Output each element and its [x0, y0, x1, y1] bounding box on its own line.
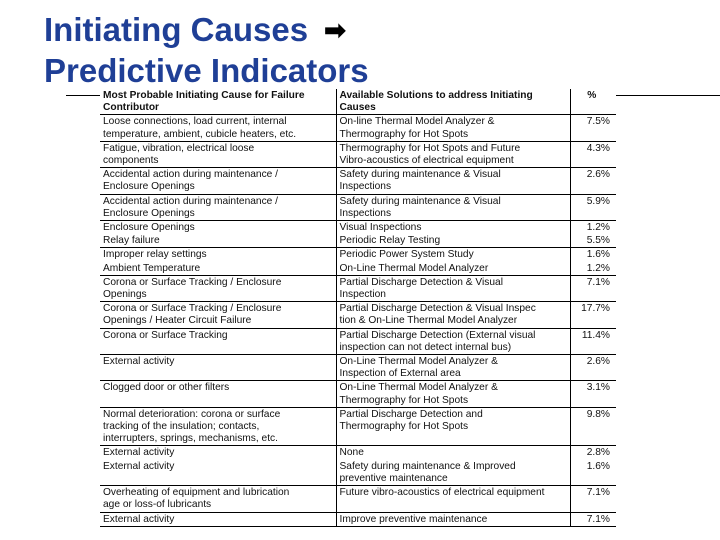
cause-cell: Enclosure Openings — [103, 222, 195, 234]
percent-cell: 11.4% — [581, 329, 610, 341]
table-row: External activity Improve preventive main… — [100, 512, 616, 527]
solution-cell: Future vibro-acoustics of electrical equ… — [335, 485, 571, 512]
table-row: Improper relay settings Periodic Power Sy… — [100, 247, 616, 262]
cause-cell: External activity — [103, 447, 175, 459]
table-row: Corona or Surface Tracking Partial Discha… — [100, 328, 616, 355]
percent-cell: 5.5% — [586, 235, 610, 247]
title-rule-left — [66, 95, 100, 96]
percent-cell: 7.1% — [586, 487, 610, 499]
table-row: Overheating of equipment and lubrication… — [100, 485, 616, 512]
cause-cell: Ambient Temperature — [103, 262, 201, 274]
solution-cell: On-Line Thermal Model Analyzer — [335, 261, 571, 276]
solution-cell: Partial Discharge Detection (External vi… — [335, 328, 571, 355]
percent-cell: 17.7% — [581, 303, 610, 315]
percent-cell: 2.6% — [586, 169, 610, 181]
causes-solutions-table: Most Probable Initiating Cause for Failu… — [100, 89, 616, 527]
table-row: External activity Safety during maintenan… — [100, 459, 616, 486]
cause-cell: Corona or Surface Tracking / Enclosure O… — [103, 276, 282, 301]
percent-cell: 7.5% — [586, 116, 610, 128]
header-cause: Most Probable Initiating Cause for Failu… — [103, 90, 305, 114]
percent-cell: 5.9% — [586, 195, 610, 207]
solution-cell: On-Line Thermal Model Analyzer & Thermog… — [335, 380, 571, 408]
percent-cell: 3.1% — [586, 382, 610, 394]
table-header-row: Most Probable Initiating Cause for Failu… — [100, 89, 616, 115]
table-row: Normal deterioration: corona or surface … — [100, 407, 616, 446]
percent-cell: 9.8% — [586, 408, 610, 420]
percent-cell: 7.1% — [586, 513, 610, 525]
table-row: Relay failure Periodic Relay Testing 5.5% — [100, 234, 616, 248]
header-solution: Available Solutions to address Initiatin… — [335, 89, 571, 115]
slide-title-line-2: Predictive Indicators — [44, 52, 369, 89]
solution-cell: On-Line Thermal Model Analyzer & Inspect… — [335, 354, 571, 381]
solution-cell: Periodic Power System Study — [335, 247, 571, 262]
table-row: Enclosure Openings Visual Inspections 1.2% — [100, 220, 616, 235]
percent-cell: 1.2% — [586, 222, 610, 234]
solution-cell: Partial Discharge Detection & Visual Ins… — [335, 301, 571, 329]
slide-title-line-1: Initiating Causes ➡ — [44, 12, 346, 48]
solution-cell: Safety during maintenance & Improved pre… — [335, 459, 571, 486]
cause-cell: Clogged door or other filters — [103, 382, 230, 394]
table-row: Accidental action during maintenance / E… — [100, 194, 616, 221]
percent-cell: 1.6% — [586, 460, 610, 472]
table-row: External activity None 2.8% — [100, 445, 616, 460]
percent-cell: 1.2% — [586, 262, 610, 274]
solution-cell: None — [335, 445, 571, 460]
cause-cell: External activity — [103, 460, 175, 472]
solution-cell: Visual Inspections — [335, 220, 571, 235]
solution-cell: Safety during maintenance & Visual Inspe… — [335, 167, 571, 195]
table-row: Corona or Surface Tracking / Enclosure O… — [100, 301, 616, 329]
cause-cell: Improper relay settings — [103, 249, 207, 261]
cause-cell: External activity — [103, 356, 175, 368]
percent-cell: 2.6% — [586, 356, 610, 368]
cause-cell: Accidental action during maintenance / E… — [103, 195, 278, 219]
cause-cell: Loose connections, load current, interna… — [103, 116, 297, 140]
right-arrow-icon: ➡ — [324, 15, 346, 45]
table-row: Ambient Temperature On-Line Thermal Model… — [100, 261, 616, 276]
table-row: Fatigue, vibration, electrical loose com… — [100, 141, 616, 168]
cause-cell: Accidental action during maintenance / E… — [103, 169, 278, 193]
cause-cell: External activity — [103, 513, 175, 525]
solution-cell: Periodic Relay Testing — [335, 234, 571, 248]
title-text-initiating-causes: Initiating Causes — [44, 11, 309, 48]
cause-cell: Corona or Surface Tracking / Enclosure O… — [103, 303, 282, 327]
cause-cell: Overheating of equipment and lubrication… — [103, 487, 290, 511]
table-row: External activity On-Line Thermal Model A… — [100, 354, 616, 381]
cause-cell: Corona or Surface Tracking — [103, 329, 228, 341]
table-row: Accidental action during maintenance / E… — [100, 167, 616, 195]
solution-cell: Safety during maintenance & Visual Inspe… — [335, 194, 571, 221]
title-rule-right — [616, 95, 720, 96]
solution-cell: On-line Thermal Model Analyzer & Thermog… — [335, 114, 571, 142]
solution-cell: Partial Discharge Detection and Thermogr… — [335, 407, 571, 446]
cause-cell: Fatigue, vibration, electrical loose com… — [103, 142, 255, 167]
cause-cell: Normal deterioration: corona or surface … — [103, 408, 281, 445]
percent-cell: 2.8% — [586, 447, 610, 459]
percent-cell: 1.6% — [586, 249, 610, 261]
table-row: Loose connections, load current, interna… — [100, 114, 616, 142]
solution-cell: Partial Discharge Detection & Visual Ins… — [335, 275, 571, 302]
percent-cell: 4.3% — [586, 142, 610, 154]
table-row: Corona or Surface Tracking / Enclosure O… — [100, 275, 616, 302]
header-percent: % — [587, 90, 597, 101]
cause-cell: Relay failure — [103, 235, 160, 247]
percent-cell: 7.1% — [586, 276, 610, 288]
solution-cell: Thermography for Hot Spots and Future Vi… — [335, 141, 571, 168]
table-row: Clogged door or other filters On-Line The… — [100, 380, 616, 408]
solution-cell: Improve preventive maintenance — [335, 512, 571, 527]
